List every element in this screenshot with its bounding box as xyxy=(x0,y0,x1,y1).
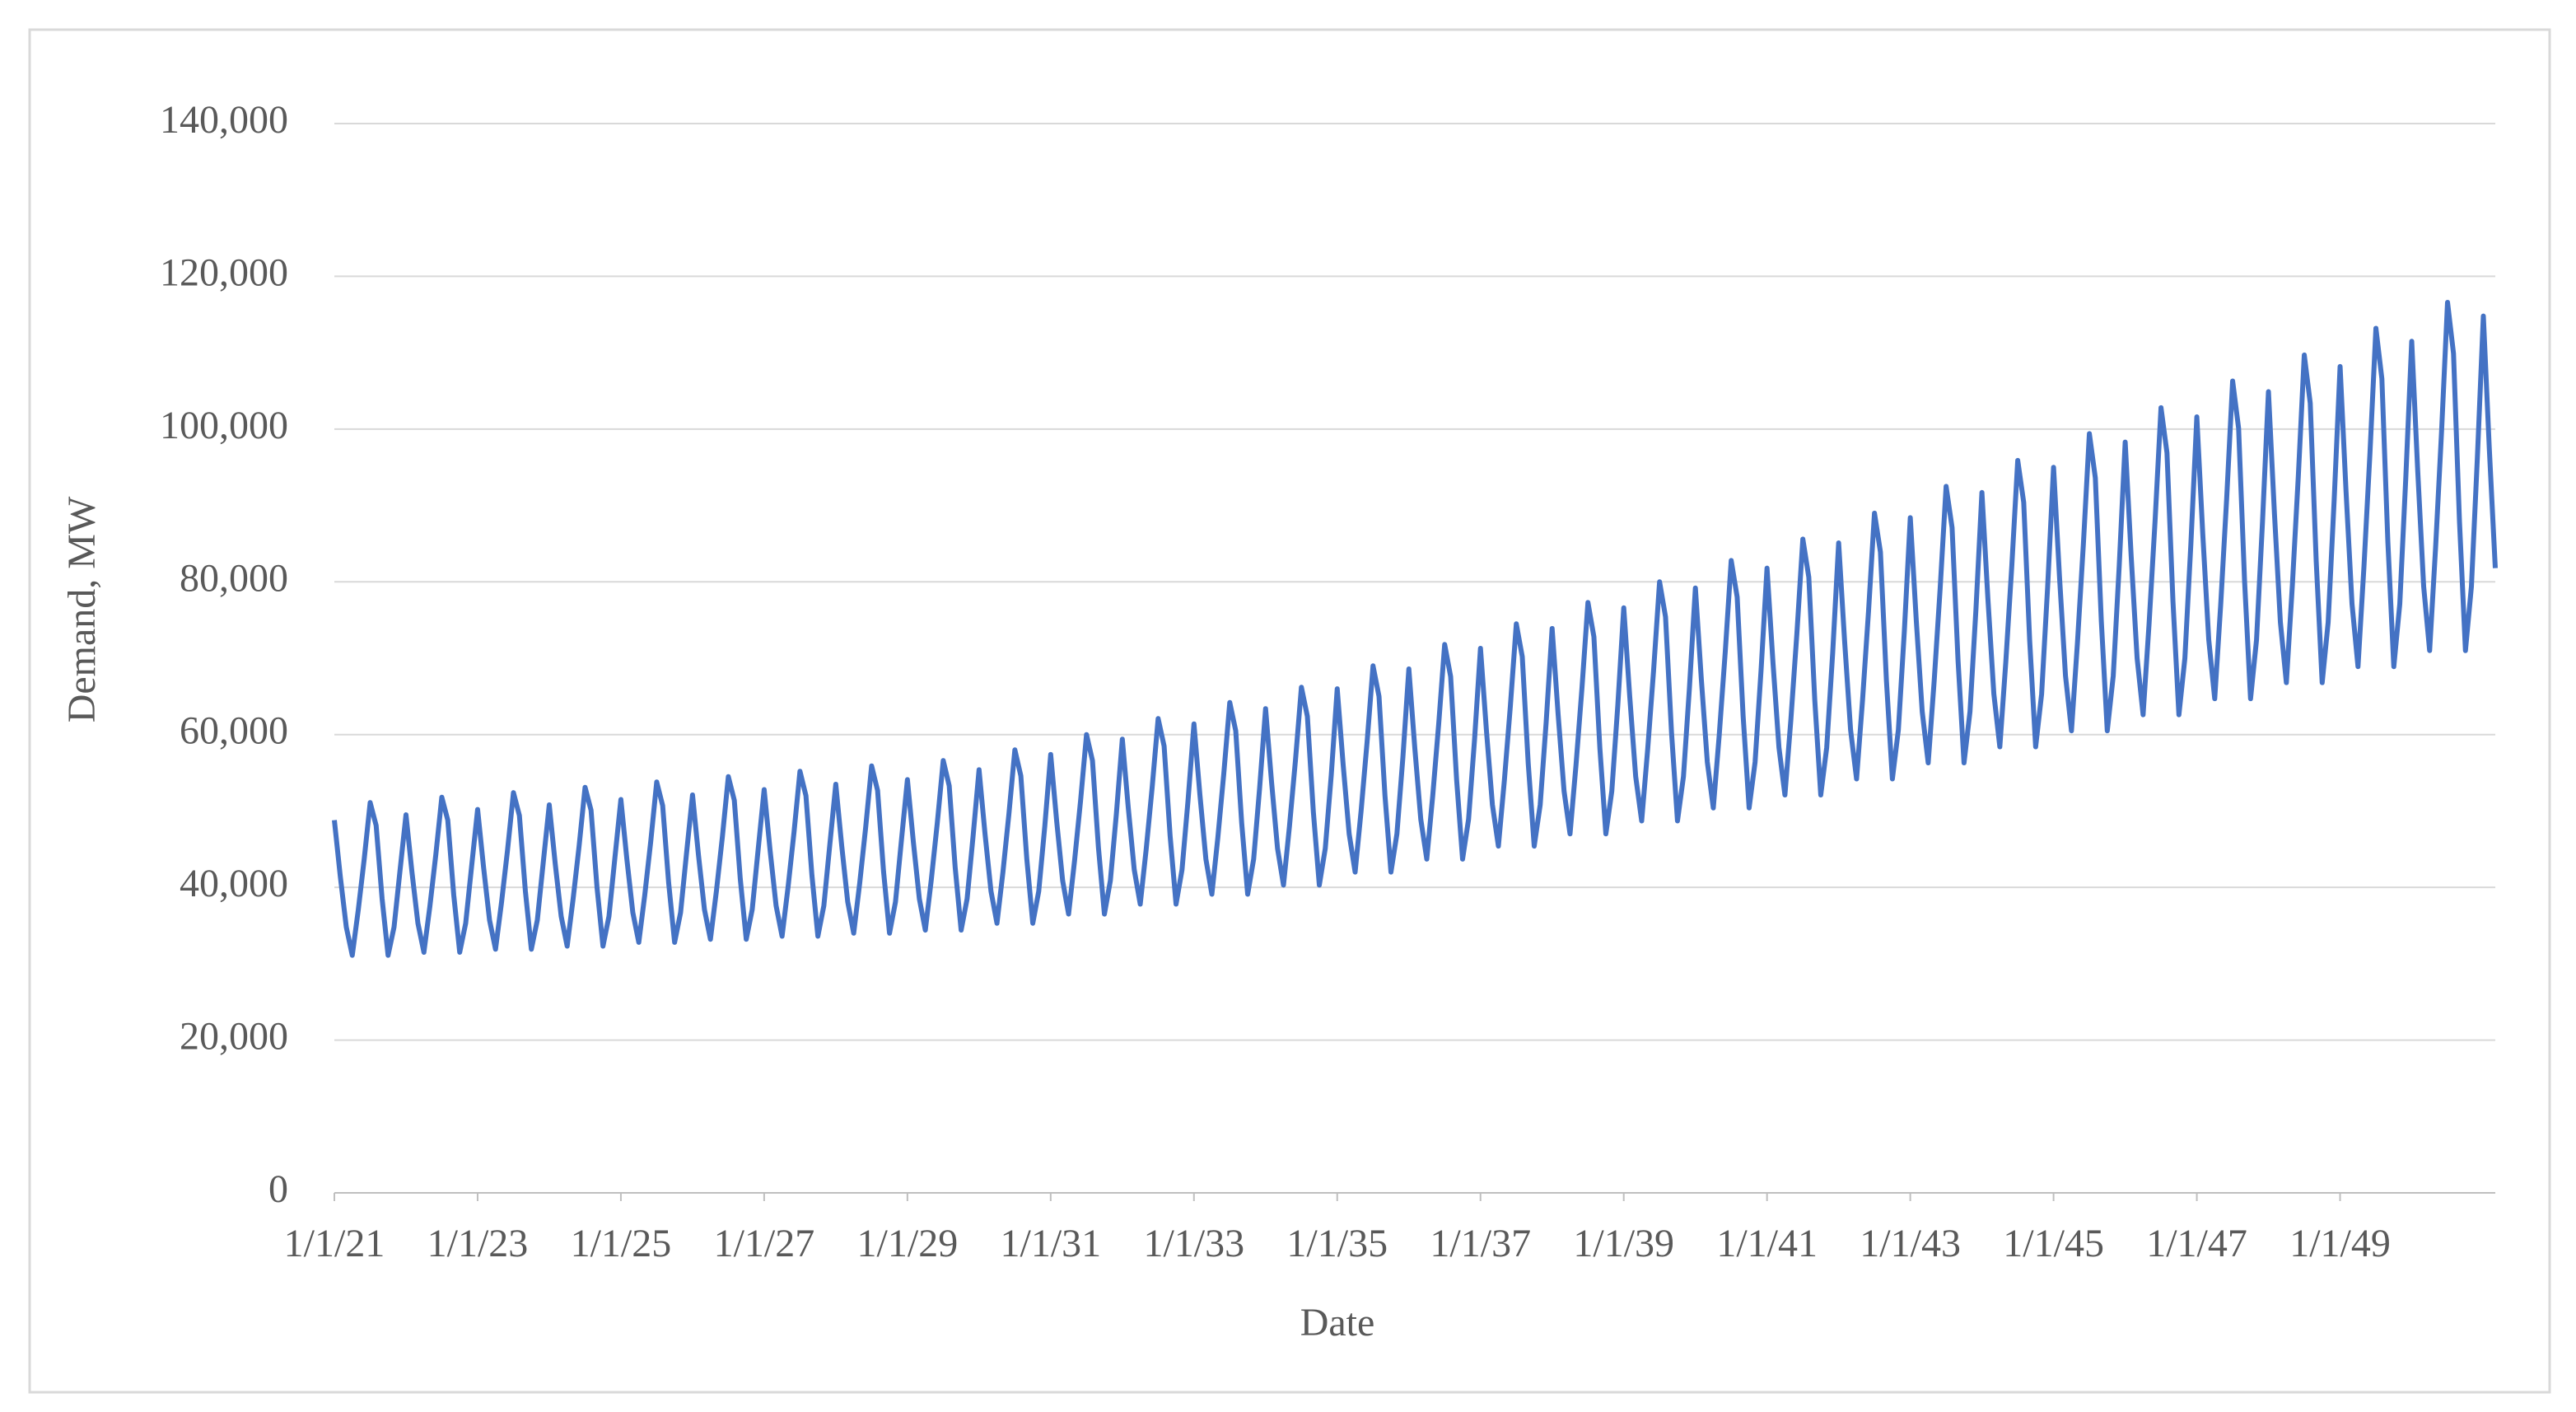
x-tick-label: 1/1/41 xyxy=(1716,1222,1818,1265)
x-tick-label: 1/1/29 xyxy=(857,1222,959,1265)
y-tick-label: 80,000 xyxy=(180,556,288,600)
x-axis-title: Date xyxy=(1300,1301,1375,1344)
y-axis-title: Demand, MW xyxy=(60,496,104,722)
demand-line xyxy=(332,299,2498,958)
y-tick-label: 100,000 xyxy=(160,404,288,447)
x-tick-label: 1/1/45 xyxy=(2003,1222,2104,1265)
x-tick-label: 1/1/39 xyxy=(1573,1222,1674,1265)
y-tick-label: 120,000 xyxy=(160,250,288,294)
x-tick-label: 1/1/27 xyxy=(714,1222,815,1265)
x-tick-label: 1/1/33 xyxy=(1143,1222,1244,1265)
y-tick-label: 20,000 xyxy=(180,1015,288,1059)
x-tick-label: 1/1/37 xyxy=(1430,1222,1531,1265)
x-tick-label: 1/1/31 xyxy=(1000,1222,1101,1265)
x-tick-label: 1/1/21 xyxy=(284,1222,385,1265)
x-tick-label: 1/1/47 xyxy=(2146,1222,2247,1265)
x-tick-label: 1/1/23 xyxy=(427,1222,529,1265)
y-tick-label: 40,000 xyxy=(180,862,288,905)
x-tick-label: 1/1/25 xyxy=(571,1222,672,1265)
x-tick-label: 1/1/35 xyxy=(1286,1222,1388,1265)
chart-frame xyxy=(28,28,2551,1394)
x-tick-label: 1/1/43 xyxy=(1860,1222,1961,1265)
y-tick-label: 140,000 xyxy=(160,98,288,142)
x-tick-label: 1/1/49 xyxy=(2289,1222,2391,1265)
y-tick-label: 60,000 xyxy=(180,709,288,753)
y-tick-label: 0 xyxy=(268,1167,288,1211)
